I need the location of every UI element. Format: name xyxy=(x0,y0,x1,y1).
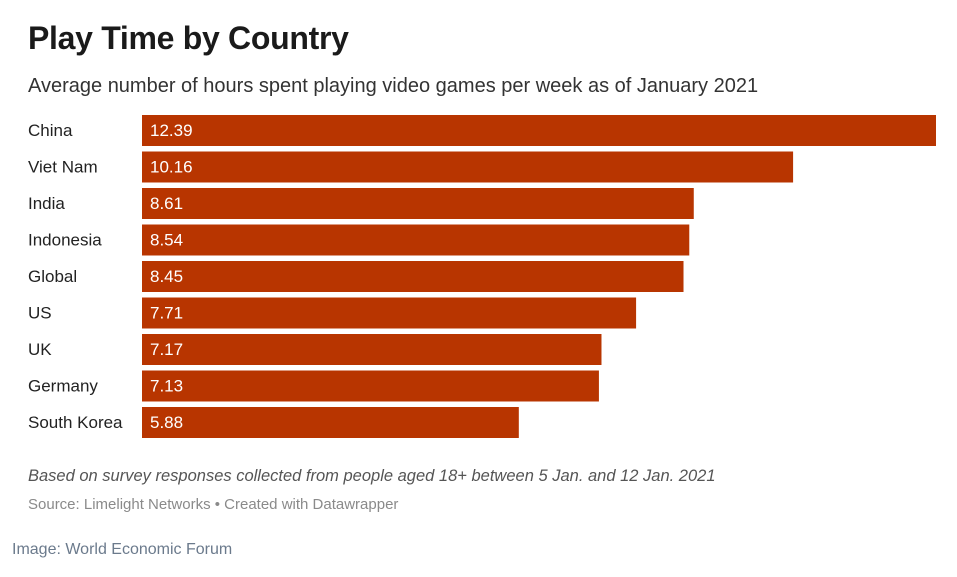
category-label: South Korea xyxy=(28,413,123,432)
category-label: Germany xyxy=(28,377,98,396)
bar xyxy=(142,224,690,256)
chart-source: Source: Limelight Networks • Created wit… xyxy=(28,496,399,513)
value-label: 8.61 xyxy=(150,194,183,213)
value-label: 5.88 xyxy=(150,413,183,432)
bar xyxy=(142,297,637,329)
category-label: US xyxy=(28,304,52,323)
bar-chart: China 12.39 Viet Nam 10.16 India 8.61 Indonesi… xyxy=(28,115,936,438)
chart-title: Play Time by Country xyxy=(28,20,349,56)
value-label: 7.13 xyxy=(150,377,183,396)
bar xyxy=(142,151,794,183)
bar xyxy=(142,188,694,219)
value-label: 10.16 xyxy=(150,158,193,177)
image-credit: Image: World Economic Forum xyxy=(12,541,233,558)
category-label: UK xyxy=(28,340,52,359)
category-label: China xyxy=(28,121,73,140)
value-label: 7.71 xyxy=(150,304,183,323)
chart-subtitle: Average number of hours spent playing vi… xyxy=(28,75,759,97)
bar xyxy=(142,407,519,438)
bar xyxy=(142,261,684,292)
bar xyxy=(142,334,602,365)
category-label: Viet Nam xyxy=(28,158,98,177)
bar xyxy=(142,115,936,146)
value-label: 8.54 xyxy=(150,231,183,250)
chart-notes: Based on survey responses collected from… xyxy=(28,467,716,485)
category-label: India xyxy=(28,194,65,213)
category-label: Indonesia xyxy=(28,231,102,250)
chart-card: Play Time by Country Average number of h… xyxy=(28,20,936,513)
value-label: 7.17 xyxy=(150,340,183,359)
category-label: Global xyxy=(28,267,77,286)
bar xyxy=(142,370,599,402)
value-label: 12.39 xyxy=(150,121,193,140)
value-label: 8.45 xyxy=(150,267,183,286)
